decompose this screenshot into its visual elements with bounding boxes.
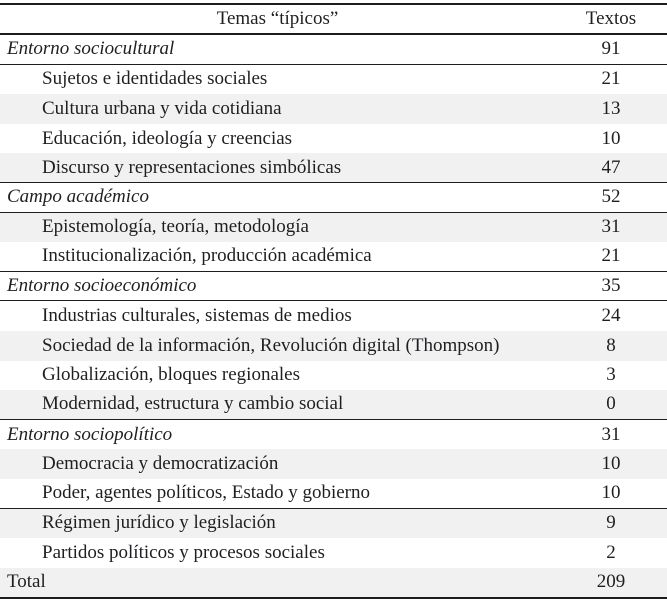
row-value: 2 — [606, 541, 616, 563]
row-value: 24 — [601, 305, 621, 327]
table-row: Globalización, bloques regionales 3 — [0, 360, 667, 391]
table-row: Entorno sociocultural 91 — [0, 35, 667, 65]
table-row: Sociedad de la información, Revolución d… — [0, 330, 667, 361]
row-label: Educación, ideología y creencias — [42, 127, 293, 149]
table-row: Modernidad, estructura y cambio social 0 — [0, 390, 667, 420]
table-row: Campo académico 52 — [0, 182, 667, 213]
row-label: Poder, agentes políticos, Estado y gobie… — [42, 482, 370, 504]
row-value: 10 — [601, 127, 621, 149]
table-row: Industrias culturales, sistemas de medio… — [0, 301, 667, 331]
row-value: 47 — [601, 156, 621, 178]
row-value: 21 — [601, 245, 621, 267]
row-value: 10 — [601, 482, 621, 504]
row-value: 8 — [606, 334, 616, 356]
row-label: Democracia y democratización — [42, 453, 279, 475]
table-row: Epistemología, teoría, metodología 31 — [0, 212, 667, 243]
row-label: Institucionalización, producción académi… — [42, 245, 372, 267]
row-label: Entorno sociocultural — [7, 38, 175, 60]
row-label: Entorno sociopolítico — [7, 423, 173, 445]
row-label: Campo académico — [7, 186, 149, 208]
table-row: Régimen jurídico y legislación 9 — [0, 508, 667, 539]
table-row: Partidos políticos y procesos sociales 2 — [0, 538, 667, 568]
table-row: Poder, agentes políticos, Estado y gobie… — [0, 478, 667, 509]
table-row: Sujetos e identidades sociales 21 — [0, 64, 667, 95]
row-value: 209 — [596, 571, 626, 593]
row-value: 31 — [601, 216, 621, 238]
row-value: 35 — [601, 275, 621, 297]
table-bottom-rule — [0, 597, 667, 600]
row-value: 91 — [601, 38, 621, 60]
row-value: 3 — [606, 364, 616, 386]
row-label: Régimen jurídico y legislación — [42, 512, 276, 534]
row-label: Cultura urbana y vida cotidiana — [42, 97, 282, 119]
row-value: 31 — [601, 423, 621, 445]
table-row: Entorno socioeconómico 35 — [0, 271, 667, 302]
row-value: 13 — [601, 97, 621, 119]
column-header-textos: Textos — [585, 8, 637, 29]
table-body: Entorno sociocultural 91 Sujetos e ident… — [0, 35, 667, 598]
row-value: 52 — [601, 186, 621, 208]
row-label: Globalización, bloques regionales — [42, 364, 301, 386]
row-label: Sujetos e identidades sociales — [42, 68, 268, 90]
table-row: Entorno sociopolítico 31 — [0, 419, 667, 450]
table-row: Institucionalización, producción académi… — [0, 242, 667, 272]
row-label: Industrias culturales, sistemas de medio… — [42, 305, 352, 327]
row-label: Modernidad, estructura y cambio social — [42, 393, 344, 415]
row-label: Partidos políticos y procesos sociales — [42, 541, 325, 563]
row-label: Sociedad de la información, Revolución d… — [42, 334, 500, 356]
column-header-temas: Temas “típicos” — [216, 8, 339, 29]
row-value: 21 — [601, 68, 621, 90]
table-row: Educación, ideología y creencias 10 — [0, 123, 667, 154]
table-row: Total 209 — [0, 567, 667, 598]
table-row: Cultura urbana y vida cotidiana 13 — [0, 94, 667, 124]
row-label: Total — [7, 571, 46, 593]
row-value: 9 — [606, 512, 616, 534]
row-label: Entorno socioeconómico — [7, 275, 197, 297]
table-header-row: Temas “típicos” Textos — [0, 5, 667, 35]
row-label: Epistemología, teoría, metodología — [42, 216, 309, 238]
topics-table: Temas “típicos” Textos Entorno sociocult… — [0, 3, 667, 600]
row-value: 10 — [601, 453, 621, 475]
row-label: Discurso y representaciones simbólicas — [42, 156, 342, 178]
row-value: 0 — [606, 393, 616, 415]
table-row: Democracia y democratización 10 — [0, 449, 667, 479]
table-row: Discurso y representaciones simbólicas 4… — [0, 153, 667, 183]
